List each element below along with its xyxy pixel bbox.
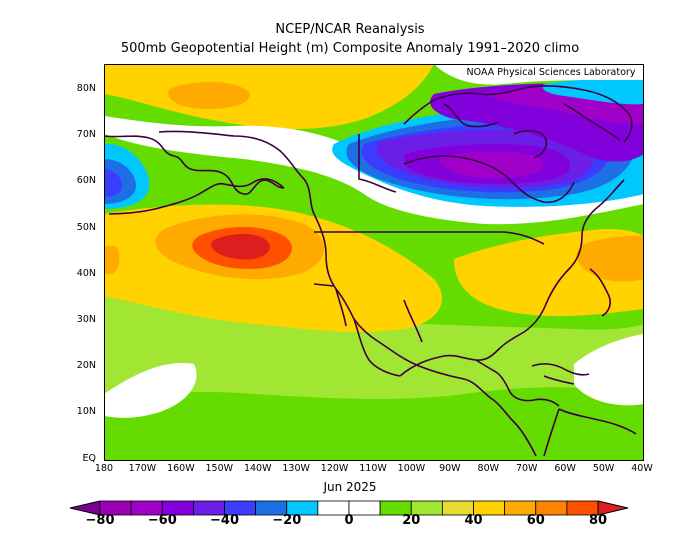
anomaly-contour-w2 [574, 334, 644, 406]
period-label: Jun 2025 [323, 480, 377, 494]
coastline [313, 283, 423, 343]
anomaly-contour-o2 [576, 235, 644, 282]
coastline [543, 408, 637, 457]
colorbar-label: −60 [147, 513, 177, 528]
colorbar-label: 20 [402, 513, 421, 528]
longitude-label: 60W [554, 463, 576, 474]
coastline [531, 363, 590, 376]
longitude-label: 180 [94, 463, 114, 474]
coastline [108, 178, 285, 215]
longitude-label: 160W [167, 463, 195, 474]
longitude-label: 170W [128, 463, 157, 474]
coastline [158, 130, 537, 457]
longitude-label: 50W [592, 463, 615, 474]
coastline [335, 288, 401, 377]
chart-title: NCEP/NCAR Reanalysis [275, 22, 425, 37]
colorbar-label: 0 [344, 513, 354, 528]
latitude-label: 50N [76, 221, 96, 233]
longitude-label: 80W [477, 463, 500, 474]
longitude-label: 140W [243, 463, 272, 474]
anomaly-field [104, 64, 644, 461]
longitude-label: 90W [439, 463, 461, 474]
coastline [589, 268, 611, 317]
coastline [475, 359, 560, 407]
latitude-label: 80N [76, 83, 96, 94]
latitude-label: EQ [82, 452, 96, 464]
coastline [543, 375, 575, 385]
coastline [104, 135, 285, 195]
colorbar-label: −20 [272, 513, 302, 528]
anomaly-contour-o3 [104, 246, 120, 274]
colorbar-label: 40 [464, 513, 483, 528]
colorbar-label: −80 [85, 513, 115, 528]
longitude-label: 40W [631, 463, 653, 474]
coastline [563, 103, 621, 141]
longitude-label: 70W [515, 463, 538, 474]
coastline [314, 231, 545, 245]
latitude-label: 70N [76, 129, 96, 141]
coastline [513, 130, 548, 159]
coastline [403, 85, 633, 143]
coastline [403, 155, 575, 204]
colorbar-arrow-high [597, 500, 629, 516]
latitude-label: 40N [76, 267, 96, 279]
coastline [399, 179, 625, 377]
credit-label: NOAA Physical Sciences Laboratory [460, 66, 642, 80]
anomaly-contour-r2 [210, 233, 270, 260]
latitude-label: 10N [76, 406, 96, 418]
anomaly-contour-b4 [104, 169, 122, 197]
anomaly-contour-o4 [168, 81, 250, 109]
latitude-label: 60N [76, 175, 96, 187]
anomaly-map [104, 64, 644, 461]
longitude-label: 100W [397, 463, 426, 474]
latitude-label: 20N [76, 360, 96, 372]
colorbar-label: −40 [210, 513, 239, 528]
anomaly-contour-y3 [104, 64, 434, 130]
colorbar-label: 60 [526, 513, 545, 528]
coastline [443, 103, 500, 128]
longitude-label: 120W [320, 463, 349, 474]
longitude-label: 110W [359, 463, 387, 474]
colorbar-label: 80 [588, 513, 608, 528]
anomaly-contour-w3 [104, 363, 197, 418]
longitude-label: 150W [205, 463, 234, 474]
coastline [358, 134, 397, 193]
chart-subtitle: 500mb Geopotential Height (m) Composite … [120, 41, 580, 56]
longitude-label: 130W [282, 463, 310, 474]
latitude-label: 30N [76, 314, 96, 325]
